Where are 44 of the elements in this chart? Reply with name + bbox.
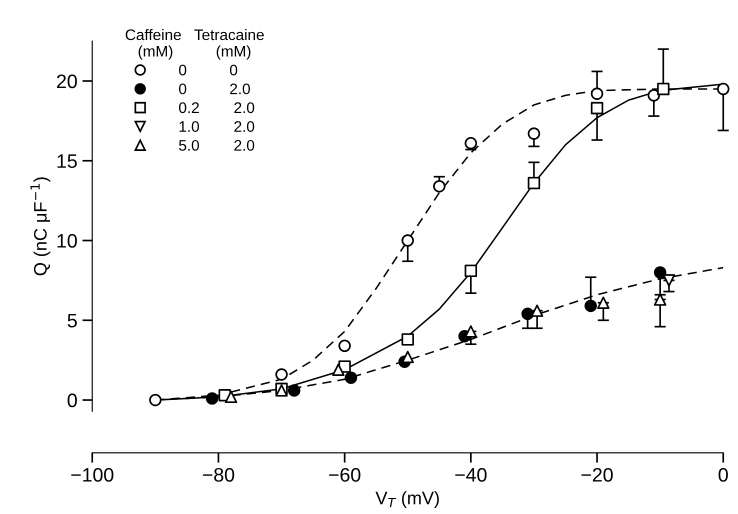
point [597, 296, 610, 309]
point [528, 127, 540, 140]
point [521, 308, 534, 320]
x-tick-label: −80 [202, 468, 234, 482]
legend-label: 0 2.0 [179, 83, 250, 94]
point [149, 394, 162, 406]
point [464, 264, 478, 278]
point [528, 176, 540, 190]
point [657, 82, 670, 96]
point [206, 392, 218, 405]
point [654, 266, 666, 279]
legend-label: 1.0 2.0 [180, 121, 254, 132]
y-axis-title: Q (nC μF$^{−1}$) [30, 177, 50, 276]
point [590, 88, 604, 100]
point [717, 82, 730, 96]
point [464, 136, 478, 150]
x-tick-label: 0 [718, 468, 728, 482]
y-tick-label: 20 [57, 74, 77, 88]
legend-label: 0 0 [179, 64, 238, 76]
point [288, 384, 300, 397]
point [654, 293, 666, 306]
y-tick-label: 15 [58, 154, 77, 168]
point [433, 180, 446, 192]
point [275, 368, 288, 381]
point [402, 234, 414, 247]
legend-label: 5.0 2.0 [179, 140, 254, 151]
y-tick-label: 10 [58, 234, 77, 248]
legend-title: Caffeine Tetracaine (mM) (mM) [126, 28, 264, 60]
legend-label: 0.2 2.0 [179, 102, 254, 114]
point [590, 102, 604, 114]
point [344, 371, 358, 384]
x-tick-label: −100 [71, 468, 114, 482]
point [224, 390, 238, 404]
x-tick-label: −20 [582, 468, 613, 482]
y-tick-label: 5 [68, 314, 77, 328]
x-axis-title: V$_{T}$ (mV) [376, 491, 439, 508]
x-tick-label: −40 [455, 468, 487, 482]
x-tick-label: −60 [329, 468, 360, 482]
point [584, 300, 597, 312]
y-tick-label: 0 [68, 394, 77, 408]
point [402, 333, 414, 346]
point [648, 89, 660, 102]
point [338, 340, 351, 352]
point [332, 364, 345, 376]
